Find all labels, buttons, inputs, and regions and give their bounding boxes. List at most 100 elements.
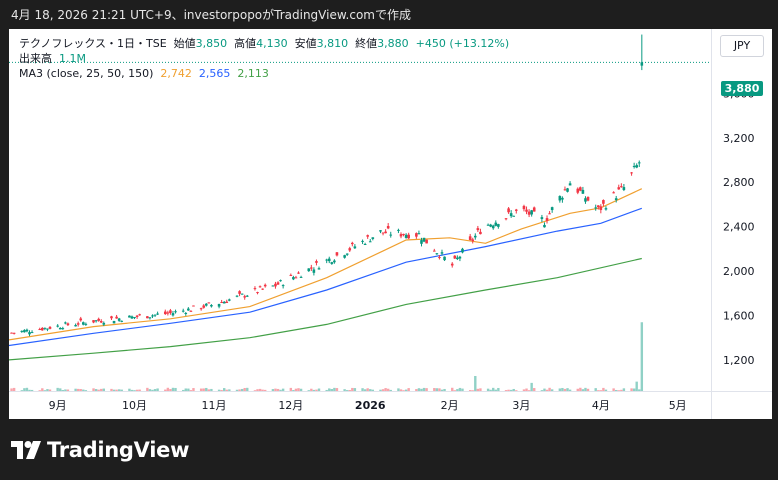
candle-body: [292, 277, 295, 280]
volume-bar: [253, 390, 257, 391]
candle-body: [56, 325, 59, 327]
candle-body: [402, 233, 405, 235]
volume-bar: [420, 388, 423, 391]
candle-body: [504, 218, 508, 220]
candle-body: [294, 277, 298, 279]
volume-bar: [171, 387, 175, 391]
volume-bar: [223, 388, 226, 391]
volume-bar: [10, 388, 13, 391]
candle-body: [415, 233, 418, 237]
volume-bar: [182, 389, 185, 391]
volume-bar: [399, 389, 403, 391]
volume-bar: [41, 388, 44, 391]
volume-bar: [497, 387, 500, 391]
x-tick-label: 5月: [669, 399, 687, 412]
volume-bar: [328, 388, 331, 391]
volume-bar: [384, 388, 387, 391]
volume-bar: [438, 388, 441, 391]
volume-bar: [325, 389, 328, 391]
last-price-tag: 3,880: [721, 81, 763, 96]
candle-body: [473, 235, 477, 238]
volume-bar: [207, 389, 211, 391]
volume-bar: [453, 390, 456, 391]
y-tick-label: 2,400: [723, 221, 755, 234]
volume-bar: [256, 389, 259, 391]
volume-bar: [489, 389, 492, 391]
candle-body: [604, 208, 608, 210]
tradingview-brand[interactable]: TradingView: [11, 438, 189, 462]
volume-bar: [330, 389, 334, 391]
candle-body: [189, 310, 193, 312]
chart-area[interactable]: 1,2001,6002,0002,4002,8003,2003,6004,000…: [9, 29, 772, 419]
candle-body: [23, 330, 26, 333]
x-tick-label: 2月: [441, 399, 459, 412]
volume-bar: [576, 388, 579, 391]
volume-bar: [612, 388, 615, 391]
candle-body: [456, 257, 459, 260]
volume-bar: [630, 388, 633, 391]
candlestick-chart: 1,2001,6002,0002,4002,8003,2003,6004,000…: [9, 29, 772, 419]
volume-bar: [632, 388, 636, 391]
candle-body: [174, 311, 177, 313]
candle-body: [333, 260, 336, 263]
candle-body: [235, 295, 239, 297]
volume-bar: [23, 388, 26, 391]
volume-bar: [289, 387, 293, 391]
candle-body: [532, 207, 536, 212]
candle-body: [310, 267, 313, 269]
volume-bar: [440, 389, 444, 391]
volume-bar: [545, 389, 549, 391]
candle-body: [617, 187, 621, 190]
candle-body: [422, 237, 426, 242]
candle-body: [276, 282, 280, 285]
candle-body: [128, 315, 131, 318]
candle-body: [612, 192, 615, 194]
ma25-line: [9, 188, 643, 341]
volume-bar: [461, 388, 464, 391]
candle-body: [614, 198, 618, 201]
volume-bar: [486, 388, 490, 391]
volume-bar: [504, 390, 508, 391]
open-label: 始値: [173, 37, 196, 50]
volume-bar: [353, 388, 357, 391]
volume-bar: [599, 390, 603, 391]
volume-bar: [351, 387, 354, 391]
volume-bar: [240, 388, 244, 391]
x-tick-label: 10月: [122, 399, 147, 412]
close-label: 終値: [355, 37, 378, 50]
candle-body: [30, 332, 34, 334]
candle-body: [120, 320, 124, 322]
candle-body: [637, 162, 641, 164]
volume-bar: [638, 389, 641, 391]
volume-bar: [135, 389, 139, 391]
candle-body: [64, 322, 67, 324]
candle-body: [450, 263, 454, 266]
candle-body: [384, 231, 387, 234]
volume-bar: [512, 388, 515, 391]
candle-body: [404, 234, 408, 238]
volume-bar: [271, 389, 275, 391]
candle-body: [632, 165, 636, 167]
candle-body: [330, 262, 334, 264]
ma50-line: [9, 207, 643, 347]
candle-body: [386, 226, 390, 229]
volume-bar: [540, 390, 544, 391]
volume-bar: [527, 390, 531, 391]
candle-body: [635, 165, 639, 168]
candle-body: [545, 218, 549, 221]
candle-body: [204, 303, 208, 306]
candle-body: [489, 224, 492, 227]
volume-bar: [25, 387, 29, 391]
candle-body: [133, 317, 136, 319]
volume-bar: [476, 388, 480, 391]
volume-bar: [371, 389, 375, 391]
volume-bar: [566, 388, 569, 391]
volume-bar: [243, 387, 246, 391]
candle-body: [568, 183, 572, 186]
candle-body: [548, 213, 551, 215]
volume-bar: [205, 387, 208, 391]
candle-body: [97, 318, 100, 321]
currency-button[interactable]: JPY: [720, 35, 764, 57]
candle-body: [379, 230, 382, 232]
volume-bar: [597, 390, 600, 391]
